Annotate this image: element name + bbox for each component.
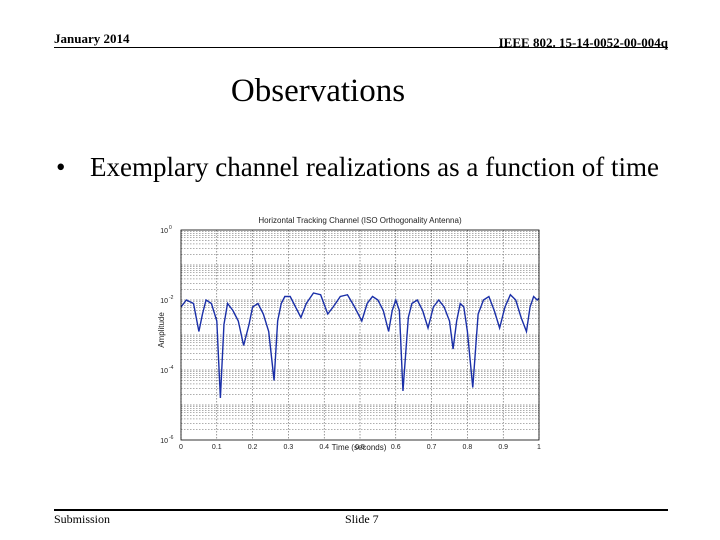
y-tick-exponent: -6 — [169, 435, 174, 441]
footer-slide-number: Slide 7 — [345, 512, 379, 526]
series-line — [180, 292, 540, 399]
chart-ylabel: Amplitude — [157, 312, 166, 348]
x-tick-label: 0.9 — [498, 444, 508, 451]
header-document-id: IEEE 802. 15-14-0052-00-004q — [498, 35, 668, 50]
y-tick-exponent: 0 — [169, 225, 172, 231]
y-tick-label: 10 — [160, 298, 168, 305]
chart-xlabel: Time (seconds) — [332, 443, 387, 452]
x-tick-label: 1 — [537, 444, 541, 451]
x-tick-label: 0.4 — [319, 444, 329, 451]
plot-frame — [180, 229, 540, 441]
header-date: January 2014 — [54, 31, 130, 46]
footer-submission: Submission — [54, 512, 111, 526]
grid — [180, 230, 540, 440]
x-tick-label: 0.5 — [355, 444, 365, 451]
y-tick-label: 10 — [160, 368, 168, 375]
y-tick-label: 10 — [160, 228, 168, 235]
y-tick-exponent: -2 — [169, 295, 174, 301]
x-tick-label: 0.7 — [427, 444, 437, 451]
y-tick-label: 10 — [160, 438, 168, 445]
y-tick-exponent: -4 — [169, 365, 174, 371]
x-tick-label: 0.3 — [284, 444, 294, 451]
bullet-item: • Exemplary channel realizations as a fun… — [56, 152, 659, 183]
bullet-text: Exemplary channel realizations as a func… — [90, 152, 660, 182]
x-tick-label: 0.6 — [391, 444, 401, 451]
bullet-marker: • — [56, 152, 66, 182]
amplitude-time-chart: Horizontal Tracking Channel (ISO Orthogo… — [157, 216, 541, 452]
x-tick-label: 0.2 — [248, 444, 258, 451]
x-tick-label: 0 — [179, 444, 183, 451]
slide-title: Observations — [230, 73, 406, 109]
header-divider — [54, 47, 668, 48]
x-tick-label: 0.8 — [463, 444, 473, 451]
x-tick-label: 0.1 — [212, 444, 222, 451]
chart-title: Horizontal Tracking Channel (ISO Orthogo… — [258, 216, 462, 225]
footer-divider — [54, 509, 668, 511]
